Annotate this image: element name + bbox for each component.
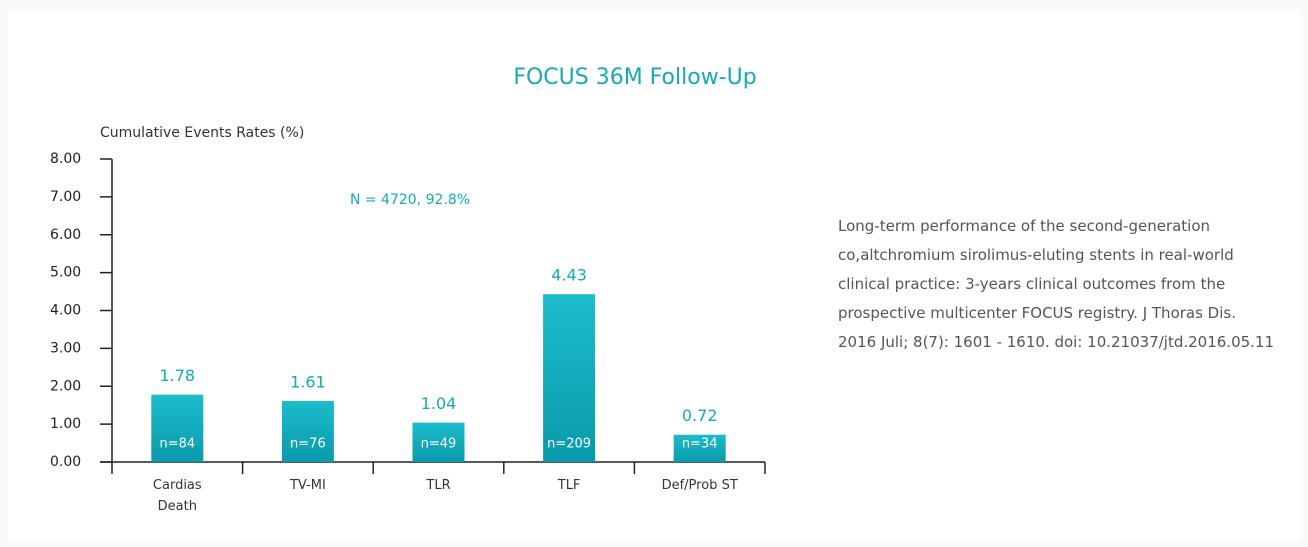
x-tick-label-box: TLR <box>426 478 451 493</box>
card <box>8 10 1300 540</box>
count-label: n=34 <box>682 437 718 452</box>
x-tick-label-box: TLF <box>557 478 581 493</box>
y-axis-label: Cumulative Events Rates (%) <box>100 125 304 141</box>
bar <box>412 422 465 462</box>
y-tick-label: 8.00 <box>50 151 81 167</box>
y-tick-label: 5.00 <box>50 265 81 281</box>
x-tick-label: TLR <box>426 478 451 493</box>
annotation: N = 4720, 92.8% <box>350 192 470 208</box>
y-tick-label: 0.00 <box>50 454 81 470</box>
description: Long-term performance of the second-gene… <box>838 217 1275 351</box>
y-tick-label: 6.00 <box>50 227 81 243</box>
value-label: 4.43 <box>551 266 587 285</box>
count-label: n=76 <box>290 437 326 452</box>
bar <box>543 294 596 462</box>
bar <box>673 434 726 462</box>
x-tick-label: TV-MI <box>289 478 326 493</box>
chart-title: FOCUS 36M Follow-Up <box>513 65 756 90</box>
bar <box>281 401 334 462</box>
count-label: n=209 <box>547 437 591 452</box>
value-label: 1.04 <box>421 394 457 413</box>
y-tick-label: 7.00 <box>50 189 81 205</box>
value-label: 1.78 <box>159 366 195 385</box>
y-tick-label: 2.00 <box>50 378 81 394</box>
x-tick-label-box: TV-MI <box>289 478 326 493</box>
value-label: 1.61 <box>290 373 326 392</box>
bar <box>151 394 204 462</box>
x-tick-label: Cardias Death <box>152 478 202 514</box>
count-label: n=84 <box>159 437 195 452</box>
value-label: 0.72 <box>682 406 718 425</box>
x-tick-label: TLF <box>557 478 581 493</box>
x-tick-label-box: Def/Prob ST <box>661 478 738 493</box>
x-tick-label: Def/Prob ST <box>661 478 738 493</box>
y-tick-label: 1.00 <box>50 416 81 432</box>
y-tick-label: 3.00 <box>50 340 81 356</box>
x-tick-label-box: Cardias Death <box>152 478 202 514</box>
y-tick-label: 4.00 <box>50 303 81 319</box>
count-label: n=49 <box>421 437 457 452</box>
